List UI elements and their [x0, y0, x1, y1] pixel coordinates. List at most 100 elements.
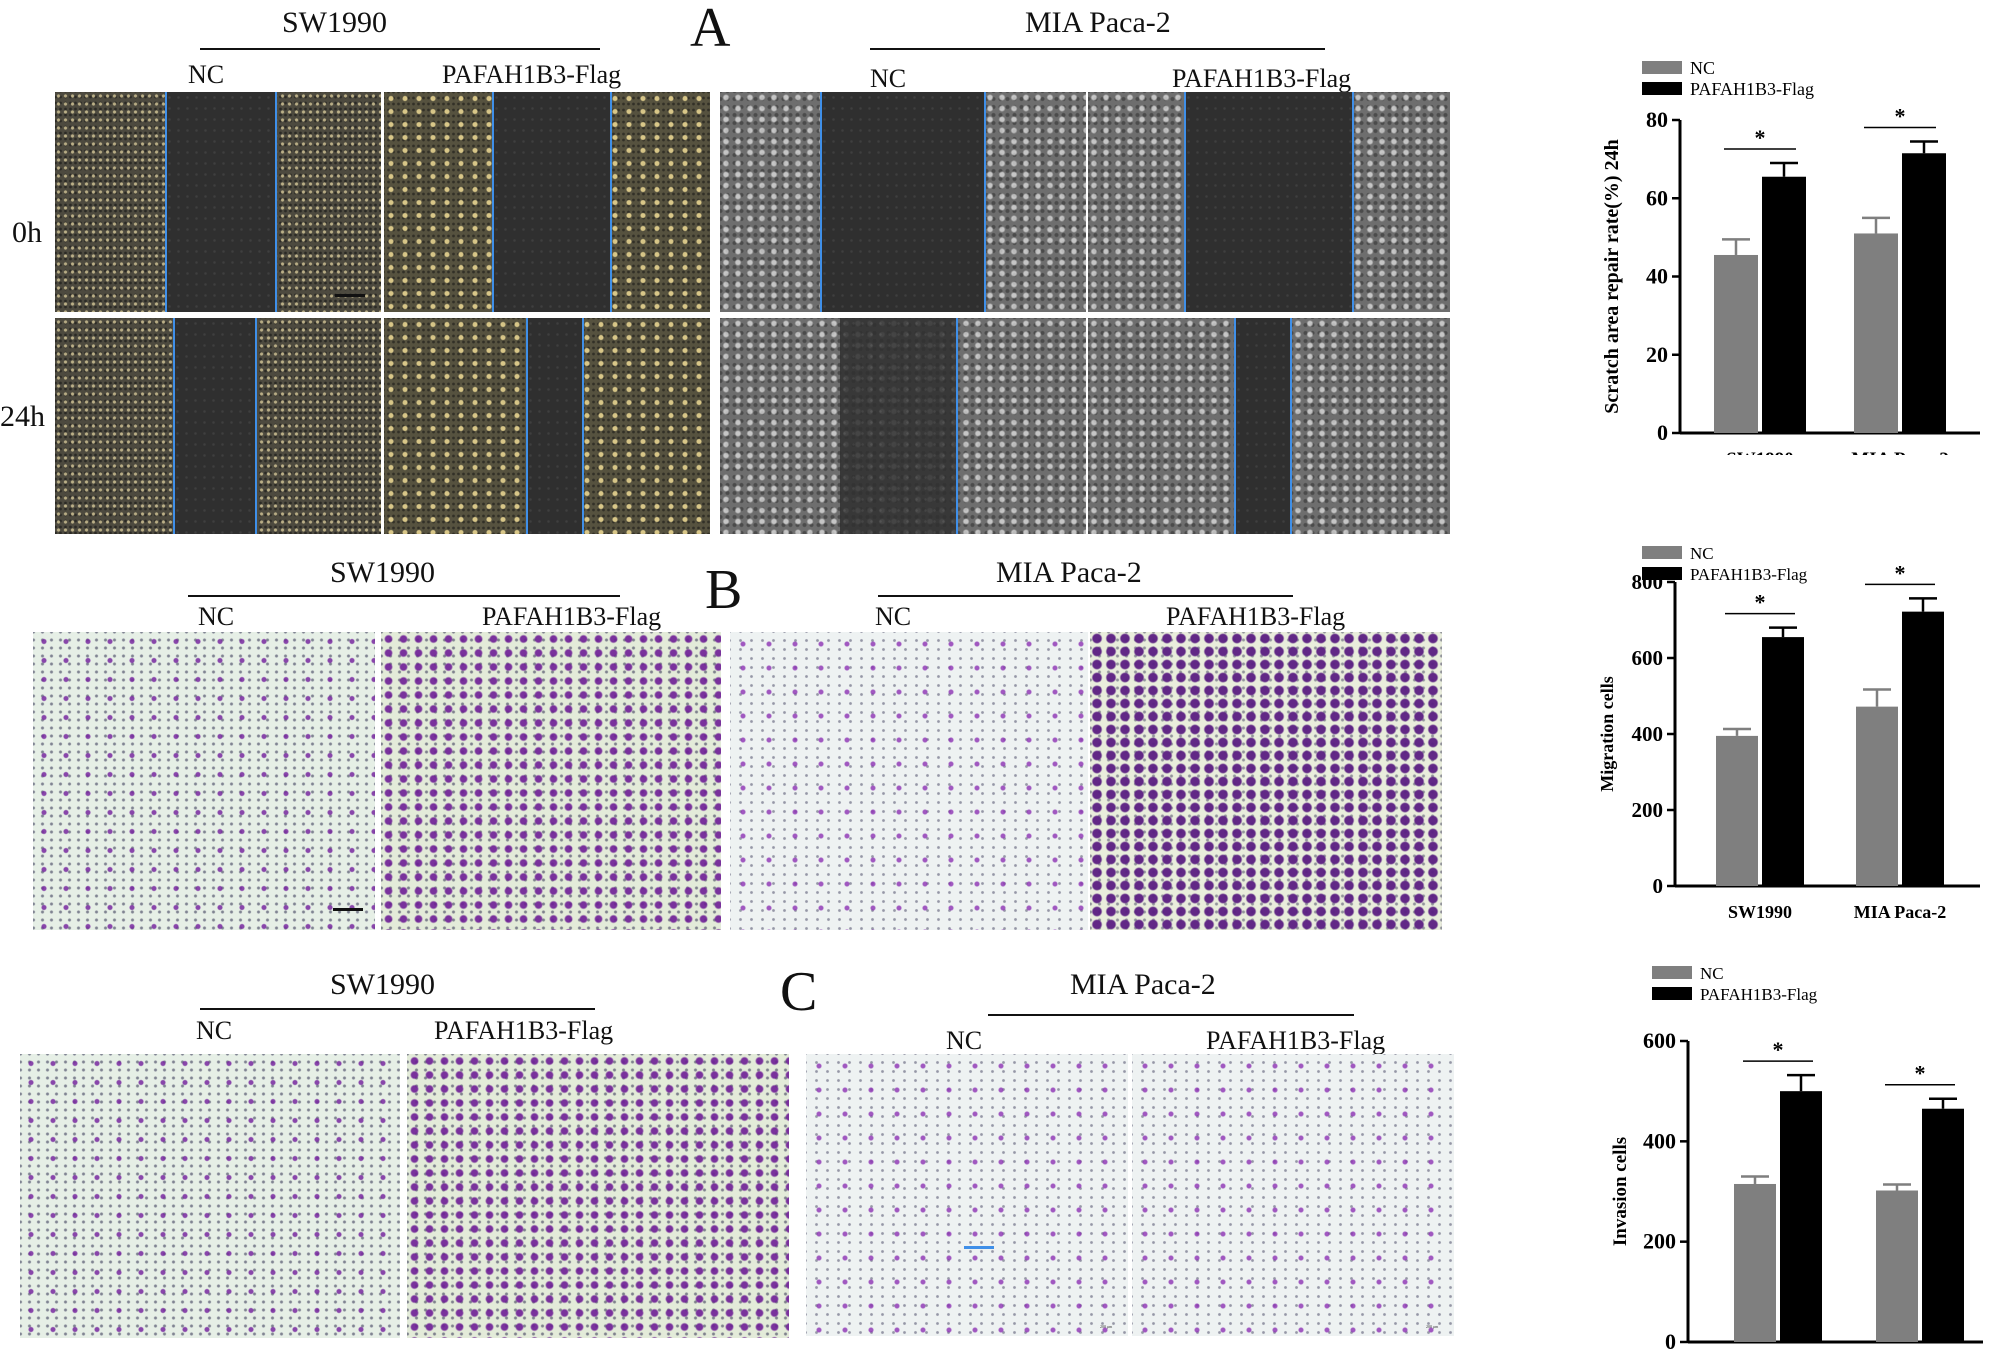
scratch-image-mia-flag-24h: [1088, 318, 1450, 534]
panel-c-group-sw1990: SW1990: [330, 968, 435, 1001]
invasion-image-sw1990-nc: [20, 1054, 400, 1338]
bar: [1876, 1190, 1918, 1342]
panel-letter-b: B: [705, 559, 743, 621]
significance-star: *: [1895, 560, 1906, 585]
x-tick-label: SW1990: [1728, 902, 1792, 920]
bar: [1922, 1108, 1964, 1342]
panel-c-mia-flag-label: PAFAH1B3-Flag: [1206, 1026, 1386, 1055]
significance-star: *: [1755, 125, 1766, 150]
panel-a-group-sw1990: SW1990: [282, 6, 387, 39]
y-tick-label: 0: [1665, 1329, 1676, 1354]
panel-a-mia-underline: [870, 48, 1325, 50]
bar: [1714, 254, 1758, 433]
invasion-image-mia-nc: 200 μm: [806, 1054, 1128, 1336]
x-tick-label: MIA Paca-2: [1851, 449, 1949, 455]
panel-a-sw1990-underline: [200, 48, 600, 50]
chart-scratch-repair: 0 20 40 60 80 Scratch area repair rate(%) 24h…: [1601, 58, 1980, 455]
x-tick-label: MIA Paca-2: [1854, 902, 1946, 920]
panel-c-sw1990-underline: [200, 1008, 595, 1010]
panel-a-sw1990-flag-label: PAFAH1B3-Flag: [442, 60, 622, 89]
significance-star: *: [1773, 1037, 1784, 1062]
scratch-image-mia-nc-24h: [720, 318, 1086, 534]
scratch-image-mia-flag-0h: [1088, 92, 1450, 312]
legend-label: NC: [1690, 58, 1715, 78]
bar: [1902, 611, 1944, 886]
scale-text: 200 μm: [1426, 1324, 1439, 1329]
y-axis-label: Migration cells: [1597, 676, 1617, 791]
legend-swatch: [1652, 966, 1692, 979]
legend-swatch: [1642, 546, 1682, 559]
legend-swatch: [1642, 567, 1682, 580]
panel-c-sw1990-flag-label: PAFAH1B3-Flag: [434, 1016, 614, 1045]
legend-swatch: [1642, 82, 1682, 95]
legend-label: PAFAH1B3-Flag: [1690, 79, 1814, 99]
panel-b-sw1990-nc-label: NC: [198, 602, 235, 631]
scale-bar: [333, 908, 363, 911]
y-tick-label: 400: [1643, 1128, 1676, 1153]
y-tick-label: 200: [1643, 1229, 1676, 1254]
y-tick-label: 80: [1646, 107, 1668, 132]
legend-label: NC: [1690, 544, 1714, 563]
significance-star: *: [1915, 1061, 1926, 1086]
scratch-image-sw1990-flag-24h: [384, 318, 710, 534]
bar: [1780, 1091, 1822, 1342]
scale-text: 200 μm: [1100, 1324, 1113, 1329]
scale-bar: [335, 294, 365, 297]
bar: [1716, 735, 1758, 886]
y-tick-label: 600: [1632, 646, 1664, 670]
panel-a-time-24h: 24h: [0, 400, 45, 433]
y-tick-label: 600: [1643, 1028, 1676, 1053]
panel-a-time-0h: 0h: [12, 216, 42, 249]
migration-image-sw1990-nc: [33, 632, 375, 930]
panel-a-group-mia: MIA Paca-2: [1025, 6, 1171, 39]
legend-swatch: [1642, 61, 1682, 74]
scratch-image-sw1990-flag-0h: [384, 92, 710, 312]
panel-c-mia-underline: [988, 1014, 1354, 1016]
panel-b-mia-flag-label: PAFAH1B3-Flag: [1166, 602, 1346, 631]
bar: [1856, 706, 1898, 886]
panel-b-group-mia: MIA Paca-2: [996, 556, 1142, 589]
panel-a-mia-nc-label: NC: [870, 64, 907, 93]
scratch-image-sw1990-nc-24h: [55, 318, 381, 534]
panel-b-sw1990-flag-label: PAFAH1B3-Flag: [482, 602, 662, 631]
invasion-image-sw1990-flag: [407, 1054, 789, 1338]
legend-label: NC: [1700, 964, 1724, 983]
panel-c-group-mia: MIA Paca-2: [1070, 968, 1216, 1001]
y-axis-label: Scratch area repair rate(%) 24h: [1601, 139, 1623, 413]
migration-image-sw1990-flag: [381, 632, 721, 930]
legend-swatch: [1652, 987, 1692, 1000]
y-tick-label: 0: [1653, 874, 1664, 898]
bar: [1734, 1183, 1776, 1342]
legend-label: PAFAH1B3-Flag: [1700, 985, 1818, 1004]
y-tick-label: 40: [1646, 264, 1668, 289]
bar: [1854, 233, 1898, 433]
y-tick-label: 200: [1632, 798, 1664, 822]
significance-star: *: [1755, 590, 1766, 615]
panel-b-group-sw1990: SW1990: [330, 556, 435, 589]
scratch-image-sw1990-nc-0h: [55, 92, 381, 312]
y-axis-label: Invasion cells: [1610, 1137, 1631, 1246]
y-tick-label: 60: [1646, 185, 1668, 210]
panel-b-sw1990-underline: [188, 595, 620, 597]
panel-letter-a: A: [690, 0, 731, 59]
panel-a-mia-flag-label: PAFAH1B3-Flag: [1172, 64, 1352, 93]
scratch-image-mia-nc-0h: [720, 92, 1086, 312]
panel-c-mia-nc-label: NC: [946, 1026, 983, 1055]
migration-image-mia-nc: [730, 632, 1088, 930]
legend-label: PAFAH1B3-Flag: [1690, 565, 1808, 584]
panel-a-sw1990-nc-label: NC: [188, 60, 225, 89]
migration-image-mia-flag: [1090, 632, 1442, 930]
significance-star: *: [1895, 104, 1906, 129]
panel-letter-c: C: [780, 961, 818, 1023]
y-tick-label: 0: [1657, 420, 1668, 445]
x-tick-label: SW1990: [1726, 449, 1794, 455]
bar: [1902, 153, 1946, 433]
panel-b-mia-nc-label: NC: [875, 602, 912, 631]
y-tick-label: 20: [1646, 342, 1668, 367]
y-tick-label: 400: [1632, 722, 1664, 746]
panel-c-sw1990-nc-label: NC: [196, 1016, 233, 1045]
bar: [1762, 176, 1806, 433]
invasion-image-mia-flag: 200 μm: [1132, 1054, 1454, 1336]
